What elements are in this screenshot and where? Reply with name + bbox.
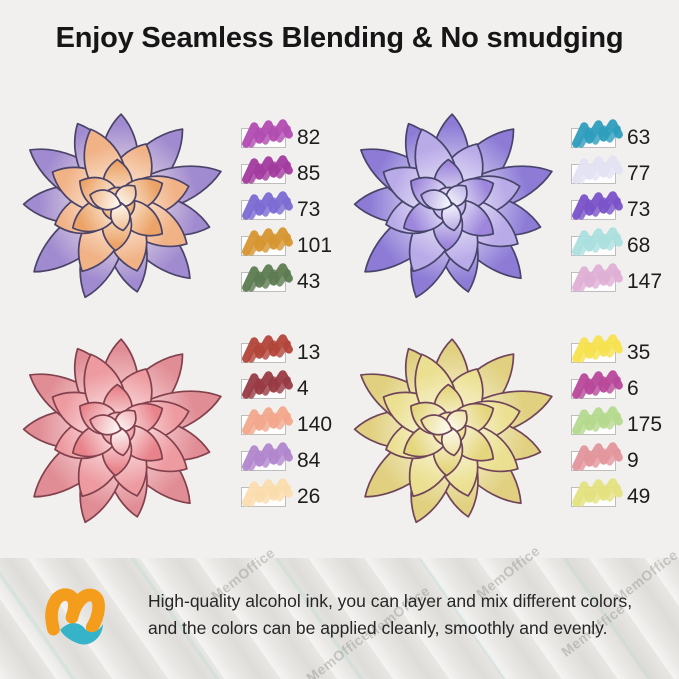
swatch-row: 49: [571, 478, 662, 508]
color-number: 73: [627, 198, 651, 221]
swatch-row: 147: [571, 263, 663, 293]
marker-scribble-icon: [242, 370, 293, 399]
color-swatch-chip: [571, 227, 623, 256]
swatch-row: 9: [571, 442, 662, 472]
marker-scribble-icon: [242, 442, 293, 471]
succulent-illustration-peach-lavender: [4, 90, 232, 318]
color-swatch-chip: [241, 478, 293, 507]
color-number: 101: [297, 234, 333, 257]
marker-scribble-icon: [242, 155, 293, 184]
color-swatch-chip: [571, 334, 623, 363]
color-swatch-chip: [571, 442, 623, 471]
swatch-row: 175: [571, 406, 663, 436]
marker-scribble-icon: [572, 406, 623, 435]
color-swatch-chip: [571, 191, 623, 220]
color-swatch-chip: [241, 119, 293, 148]
marker-scribble-icon: [572, 227, 623, 256]
color-number: 26: [297, 485, 321, 508]
swatch-row: 84: [241, 442, 332, 472]
swatch-row: 43: [241, 263, 332, 293]
color-swatch-chip: [571, 155, 623, 184]
swatch-row: 73: [571, 191, 662, 221]
swatch-row: 101: [241, 227, 333, 257]
swatch-row: 77: [571, 155, 662, 185]
color-swatch-list-bottom-left: 13 4 140 84 26: [241, 334, 333, 523]
color-number: 82: [297, 126, 321, 149]
color-swatch-chip: [571, 370, 623, 399]
color-number: 84: [297, 449, 321, 472]
footer-line-1: High-quality alcohol ink, you can layer …: [148, 591, 633, 611]
marker-scribble-icon: [242, 478, 293, 507]
color-swatch-chip: [241, 370, 293, 399]
swatch-row: 68: [571, 227, 662, 257]
color-swatch-chip: [241, 227, 293, 256]
marker-scribble-icon: [242, 406, 293, 435]
logo-m-shape: [45, 588, 105, 636]
color-number: 175: [627, 413, 663, 436]
color-swatch-chip: [241, 191, 293, 220]
memoffice-logo: [45, 588, 105, 645]
color-swatch-list-top-left: 82 85 73 101 43: [241, 119, 333, 308]
swatch-row: 63: [571, 119, 662, 149]
color-swatch-chip: [241, 334, 293, 363]
marker-scribble-icon: [572, 155, 623, 184]
color-swatch-chip: [571, 263, 623, 292]
footer-band: MemOffice MemOffice MemOffice MemOffice …: [0, 542, 679, 679]
color-number: 85: [297, 162, 321, 185]
color-number: 49: [627, 485, 651, 508]
color-swatch-chip: [241, 263, 293, 292]
color-number: 9: [627, 449, 639, 472]
marker-scribble-icon: [242, 227, 293, 256]
color-number: 140: [297, 413, 333, 436]
marker-scribble-icon: [572, 263, 623, 292]
color-swatch-list-top-right: 63 77 73 68 147: [571, 119, 663, 308]
color-number: 63: [627, 126, 651, 149]
swatch-row: 6: [571, 370, 662, 400]
swatch-row: 13: [241, 334, 332, 364]
swatch-row: 85: [241, 155, 332, 185]
logo-wave-shape: [60, 623, 104, 645]
swatch-row: 35: [571, 334, 662, 364]
footer-description: High-quality alcohol ink, you can layer …: [148, 588, 632, 642]
marker-scribble-icon: [572, 370, 623, 399]
color-swatch-chip: [571, 406, 623, 435]
color-number: 6: [627, 377, 639, 400]
color-number: 35: [627, 341, 651, 364]
color-number: 4: [297, 377, 309, 400]
marker-scribble-icon: [572, 478, 623, 507]
footer-line-2: and the colors can be applied cleanly, s…: [148, 618, 608, 638]
succulent-illustration-violet: [335, 90, 563, 318]
swatch-row: 26: [241, 478, 332, 508]
headline: Enjoy Seamless Blending & No smudging: [55, 22, 624, 54]
marker-scribble-icon: [242, 119, 293, 148]
color-swatch-chip: [241, 442, 293, 471]
color-number: 73: [297, 198, 321, 221]
color-swatch-chip: [571, 478, 623, 507]
marker-scribble-icon: [572, 119, 623, 148]
succulent-illustration-yellow: [335, 315, 563, 543]
marker-scribble-icon: [572, 191, 623, 220]
color-swatch-chip: [241, 406, 293, 435]
succulent-illustration-pink: [4, 315, 232, 543]
color-number: 147: [627, 270, 663, 293]
color-number: 68: [627, 234, 651, 257]
marker-scribble-icon: [572, 442, 623, 471]
swatch-row: 140: [241, 406, 333, 436]
swatch-row: 4: [241, 370, 332, 400]
color-number: 13: [297, 341, 321, 364]
color-number: 43: [297, 270, 321, 293]
color-number: 77: [627, 162, 651, 185]
marker-scribble-icon: [242, 263, 293, 292]
color-swatch-list-bottom-right: 35 6 175 9 49: [571, 334, 663, 523]
color-swatch-chip: [241, 155, 293, 184]
marker-scribble-icon: [242, 334, 293, 363]
swatch-row: 82: [241, 119, 332, 149]
color-swatch-chip: [571, 119, 623, 148]
marker-scribble-icon: [242, 191, 293, 220]
marker-scribble-icon: [572, 334, 623, 363]
swatch-row: 73: [241, 191, 332, 221]
